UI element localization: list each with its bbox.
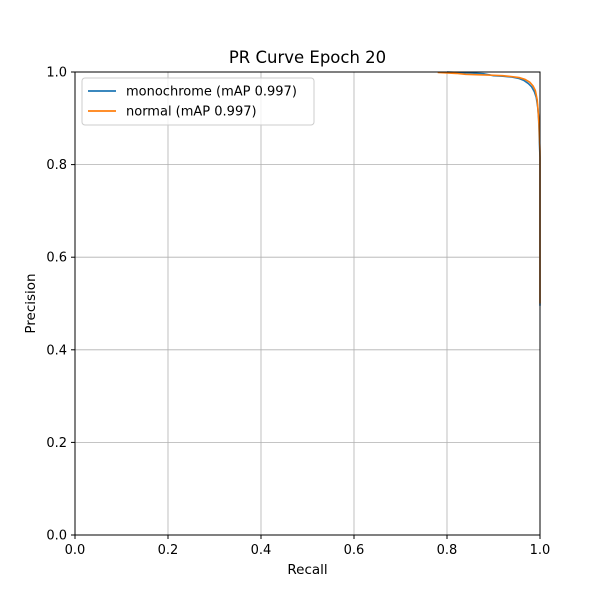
x-tick-label: 0.4: [251, 543, 272, 558]
y-tick-label: 0.4: [46, 343, 67, 358]
chart-title: PR Curve Epoch 20: [229, 48, 386, 67]
y-tick-label: 0.8: [46, 158, 67, 173]
ticks: 0.0 0.2 0.4 0.6 0.8 1.0 0.0 0.2 0.4 0.6 0.8 1.0: [46, 66, 550, 559]
series-line-normal: [437, 71, 541, 304]
x-tick-label: 0.0: [65, 543, 86, 558]
legend-box: [81, 77, 315, 126]
legend-label: normal (mAP 0.997): [126, 105, 257, 120]
x-tick-label: 0.8: [437, 543, 458, 558]
y-tick-label: 0.6: [46, 251, 67, 266]
x-tick-label: 1.0: [530, 543, 551, 558]
x-axis-label: Recall: [287, 562, 327, 578]
legend: monochrome (mAP 0.997) normal (mAP 0.997): [81, 77, 315, 126]
y-tick-label: 1.0: [46, 66, 67, 81]
x-tick-label: 0.2: [158, 543, 179, 558]
grid: [74, 71, 541, 536]
y-axis-label: Precision: [23, 273, 39, 333]
x-tick-label: 0.6: [344, 543, 365, 558]
plot-frame: [74, 71, 541, 536]
series-lines: [437, 71, 541, 306]
y-tick-label: 0.2: [46, 436, 67, 451]
y-tick-label: 0.0: [46, 529, 67, 544]
legend-label: monochrome (mAP 0.997): [126, 85, 297, 100]
